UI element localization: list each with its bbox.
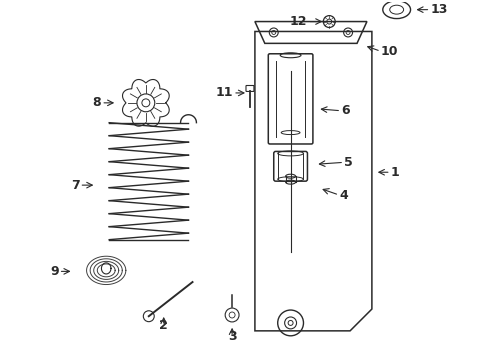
Text: 6: 6 — [341, 104, 349, 117]
Text: 11: 11 — [215, 86, 233, 99]
Text: 12: 12 — [289, 15, 307, 28]
Text: 4: 4 — [339, 189, 347, 202]
Text: 10: 10 — [380, 45, 398, 58]
Text: 3: 3 — [227, 330, 236, 343]
Text: 8: 8 — [92, 96, 101, 109]
Text: 1: 1 — [390, 166, 399, 179]
Text: 7: 7 — [71, 179, 79, 192]
Text: 9: 9 — [50, 265, 59, 278]
Text: 13: 13 — [429, 3, 447, 16]
Text: 5: 5 — [344, 156, 352, 169]
Text: 2: 2 — [159, 319, 168, 332]
